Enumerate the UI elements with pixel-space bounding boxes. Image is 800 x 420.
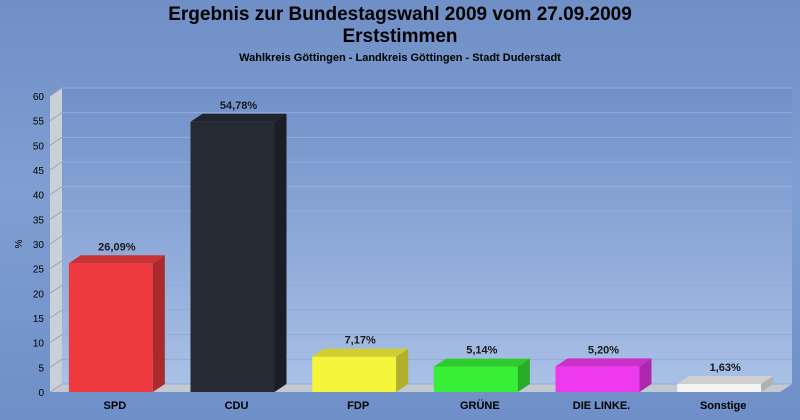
x-tick-label: GRÜNE xyxy=(460,399,500,412)
x-tick-label: FDP xyxy=(347,400,369,412)
bar-front xyxy=(68,263,153,392)
bar-0 xyxy=(68,255,165,392)
bar-side xyxy=(396,348,409,392)
y-tick-label: 5 xyxy=(38,363,44,374)
bar-front xyxy=(677,383,762,392)
x-tick-label: DIE LINKE. xyxy=(573,400,630,412)
bars xyxy=(68,113,774,392)
gridline-diagonal xyxy=(49,112,63,122)
y-tick-label: 10 xyxy=(33,339,45,350)
bar-top xyxy=(68,255,165,264)
chart-title: Ergebnis zur Bundestagswahl 2009 vom 27.… xyxy=(0,4,800,48)
bar-2 xyxy=(312,348,409,392)
y-tick-label: 15 xyxy=(33,314,45,325)
bar-top xyxy=(677,375,774,384)
y-tick-label: 60 xyxy=(33,92,45,103)
gridline-diagonal xyxy=(49,284,63,294)
gridline-diagonal xyxy=(49,309,63,319)
chart-subtitle: Wahlkreis Göttingen - Landkreis Göttinge… xyxy=(239,52,561,64)
bar-front xyxy=(555,366,640,392)
gridline-diagonal xyxy=(49,161,63,171)
data-label: 5,20% xyxy=(588,344,619,356)
bar-side xyxy=(639,358,652,392)
y-tick-label: 40 xyxy=(33,191,45,202)
x-tick-label: CDU xyxy=(225,400,249,412)
data-label: 26,09% xyxy=(98,241,136,253)
x-tick-label: SPD xyxy=(104,400,127,412)
y-tick-label: 0 xyxy=(38,388,44,399)
bar-top xyxy=(555,358,652,367)
bar-top xyxy=(190,113,287,122)
bar-front xyxy=(312,356,397,392)
gridline-diagonal xyxy=(49,136,63,146)
bar-front xyxy=(190,121,275,392)
data-label: 7,17% xyxy=(345,335,376,347)
gridline-diagonal xyxy=(49,383,63,393)
gridline-diagonal xyxy=(49,210,63,220)
y-tick-label: 45 xyxy=(33,166,45,177)
y-tick-label: 55 xyxy=(33,117,45,128)
y-tick-label: 35 xyxy=(33,215,45,226)
bar-side xyxy=(274,113,287,392)
data-label: 54,78% xyxy=(220,100,258,112)
bar-3 xyxy=(433,358,530,392)
y-tick-label: 30 xyxy=(33,240,45,251)
bar-side xyxy=(152,255,165,392)
bar-top xyxy=(312,348,409,357)
gridline-diagonal xyxy=(49,186,63,196)
y-axis: 0 5 10 15 20 25 30 35 40 45 50 55 60% xyxy=(14,92,44,399)
bar-front xyxy=(433,366,518,392)
bar-1 xyxy=(190,113,287,392)
gridline-diagonal xyxy=(49,87,63,97)
gridline-diagonal xyxy=(49,260,63,270)
bar-4 xyxy=(555,358,652,392)
gridline-diagonal xyxy=(49,334,63,344)
y-tick-label: 25 xyxy=(33,265,45,276)
x-axis: SPD CDU FDP GRÜNE DIE LINKE. Sonstige xyxy=(104,399,747,412)
gridline-diagonal xyxy=(49,235,63,245)
y-tick-label: 20 xyxy=(33,289,45,300)
data-label: 5,14% xyxy=(466,345,497,357)
bar-side xyxy=(517,358,530,392)
chart-title-line1: Ergebnis zur Bundestagswahl 2009 vom 27.… xyxy=(168,4,632,25)
data-labels: 26,09% 54,78% 7,17% 5,14% 5,20% 1,63% xyxy=(98,100,741,374)
bar-side xyxy=(761,375,774,392)
y-axis-label: % xyxy=(14,239,25,248)
y-tick-label: 50 xyxy=(33,141,45,152)
data-label: 1,63% xyxy=(710,362,741,374)
chart-title-line2: Erststimmen xyxy=(342,26,458,47)
bar-5 xyxy=(677,375,774,392)
bar-top xyxy=(433,358,530,367)
x-tick-label: Sonstige xyxy=(700,400,746,412)
gridline-diagonal xyxy=(49,358,63,368)
